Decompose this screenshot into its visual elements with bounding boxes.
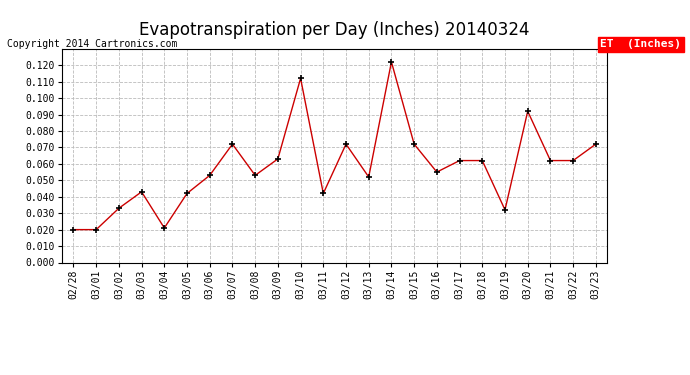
- Text: ET  (Inches): ET (Inches): [600, 39, 681, 50]
- Text: Evapotranspiration per Day (Inches) 20140324: Evapotranspiration per Day (Inches) 2014…: [139, 21, 530, 39]
- Text: Copyright 2014 Cartronics.com: Copyright 2014 Cartronics.com: [7, 39, 177, 50]
